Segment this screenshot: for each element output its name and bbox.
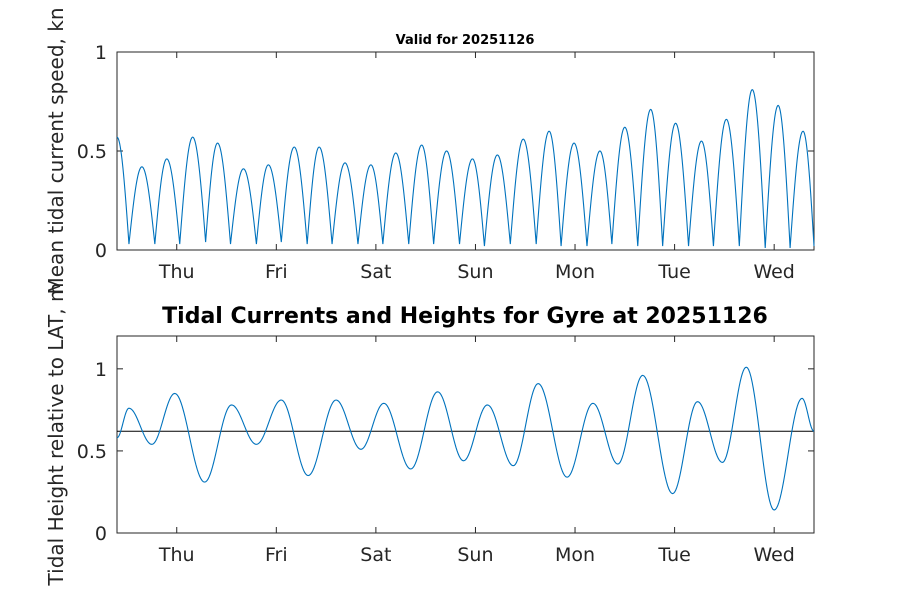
current-speed-xtick-label: Tue — [657, 261, 690, 283]
tidal-height-xtick-label: Tue — [657, 544, 690, 566]
current-speed-xtick-label: Mon — [555, 261, 595, 283]
current-speed-xtick-label: Sat — [360, 261, 391, 283]
tidal-height-axes: Tidal Currents and Heights for Gyre at 2… — [77, 304, 815, 566]
tidal-height-ytick-label: 0.5 — [77, 441, 107, 463]
current-speed-plot-box — [116, 51, 815, 251]
tidal-height-ytick-label: 1 — [95, 359, 107, 381]
tidal-height-xtick-label: Sun — [457, 544, 493, 566]
current-speed-ytick-label: 1 — [95, 42, 107, 64]
tidal-height-ytick-label: 0 — [95, 523, 107, 545]
tidal-height-xtick-label: Mon — [555, 544, 595, 566]
current-speed-xtick-label: Wed — [753, 261, 794, 283]
tidal-height-xtick-label: Sat — [360, 544, 391, 566]
tidal-height-xtick-label: Thu — [158, 544, 195, 566]
tidal-height-plot-box — [116, 335, 815, 534]
current-speed-title: Valid for 20251126 — [396, 33, 535, 48]
current-speed-xtick-label: Fri — [265, 261, 288, 283]
current-speed-ylabel: Mean tidal current speed, kn — [44, 7, 68, 294]
current-speed-axes: Valid for 20251126 0 0.5 1 Thu Fri Sat Sun Mon… — [77, 33, 815, 283]
tidal-height-title: Tidal Currents and Heights for Gyre at 2… — [162, 304, 768, 329]
tidal-height-xtick-label: Wed — [753, 544, 794, 566]
tidal-height-line — [116, 366, 815, 511]
current-speed-line — [116, 88, 815, 249]
current-speed-xtick-label: Thu — [158, 261, 195, 283]
current-speed-ytick-label: 0 — [95, 240, 107, 262]
current-speed-xtick-label: Sun — [457, 261, 493, 283]
tidal-height-ylabel: Tidal Height relative to LAT, m — [44, 283, 68, 587]
current-speed-ytick-label: 0.5 — [77, 141, 107, 163]
tidal-height-xtick-label: Fri — [265, 544, 288, 566]
